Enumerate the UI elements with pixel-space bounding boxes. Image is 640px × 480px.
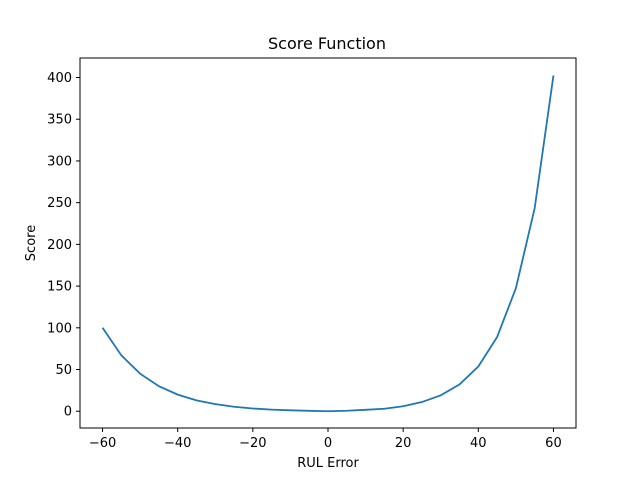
x-tick-label: −60 — [89, 436, 116, 451]
y-axis-ticks: 0 50 100 150 200 250 300 350 400 — [47, 71, 80, 420]
x-tick-label: 0 — [324, 436, 332, 451]
y-tick-label: 250 — [47, 196, 72, 211]
y-axis-label: Score — [24, 225, 39, 261]
x-tick-label: 40 — [470, 436, 487, 451]
x-tick-label: −40 — [164, 436, 191, 451]
y-tick-label: 100 — [47, 321, 72, 336]
y-tick-label: 50 — [55, 363, 72, 378]
axes-frame — [79, 57, 577, 429]
x-tick-label: −20 — [239, 436, 266, 451]
series-line — [101, 75, 555, 413]
y-tick-label: 0 — [64, 405, 72, 420]
x-tick-label: 60 — [545, 436, 562, 451]
y-tick-label: 400 — [47, 71, 72, 86]
y-tick-label: 150 — [47, 280, 72, 295]
y-tick-label: 300 — [47, 154, 72, 169]
x-tick-label: 20 — [395, 436, 412, 451]
chart-title: Score Function — [268, 34, 386, 53]
y-tick-label: 200 — [47, 238, 72, 253]
x-axis-label: RUL Error — [297, 456, 359, 471]
plot-area — [101, 75, 555, 413]
x-axis-ticks: −60 −40 −20 0 20 40 60 — [89, 428, 562, 451]
y-tick-label: 350 — [47, 113, 72, 128]
